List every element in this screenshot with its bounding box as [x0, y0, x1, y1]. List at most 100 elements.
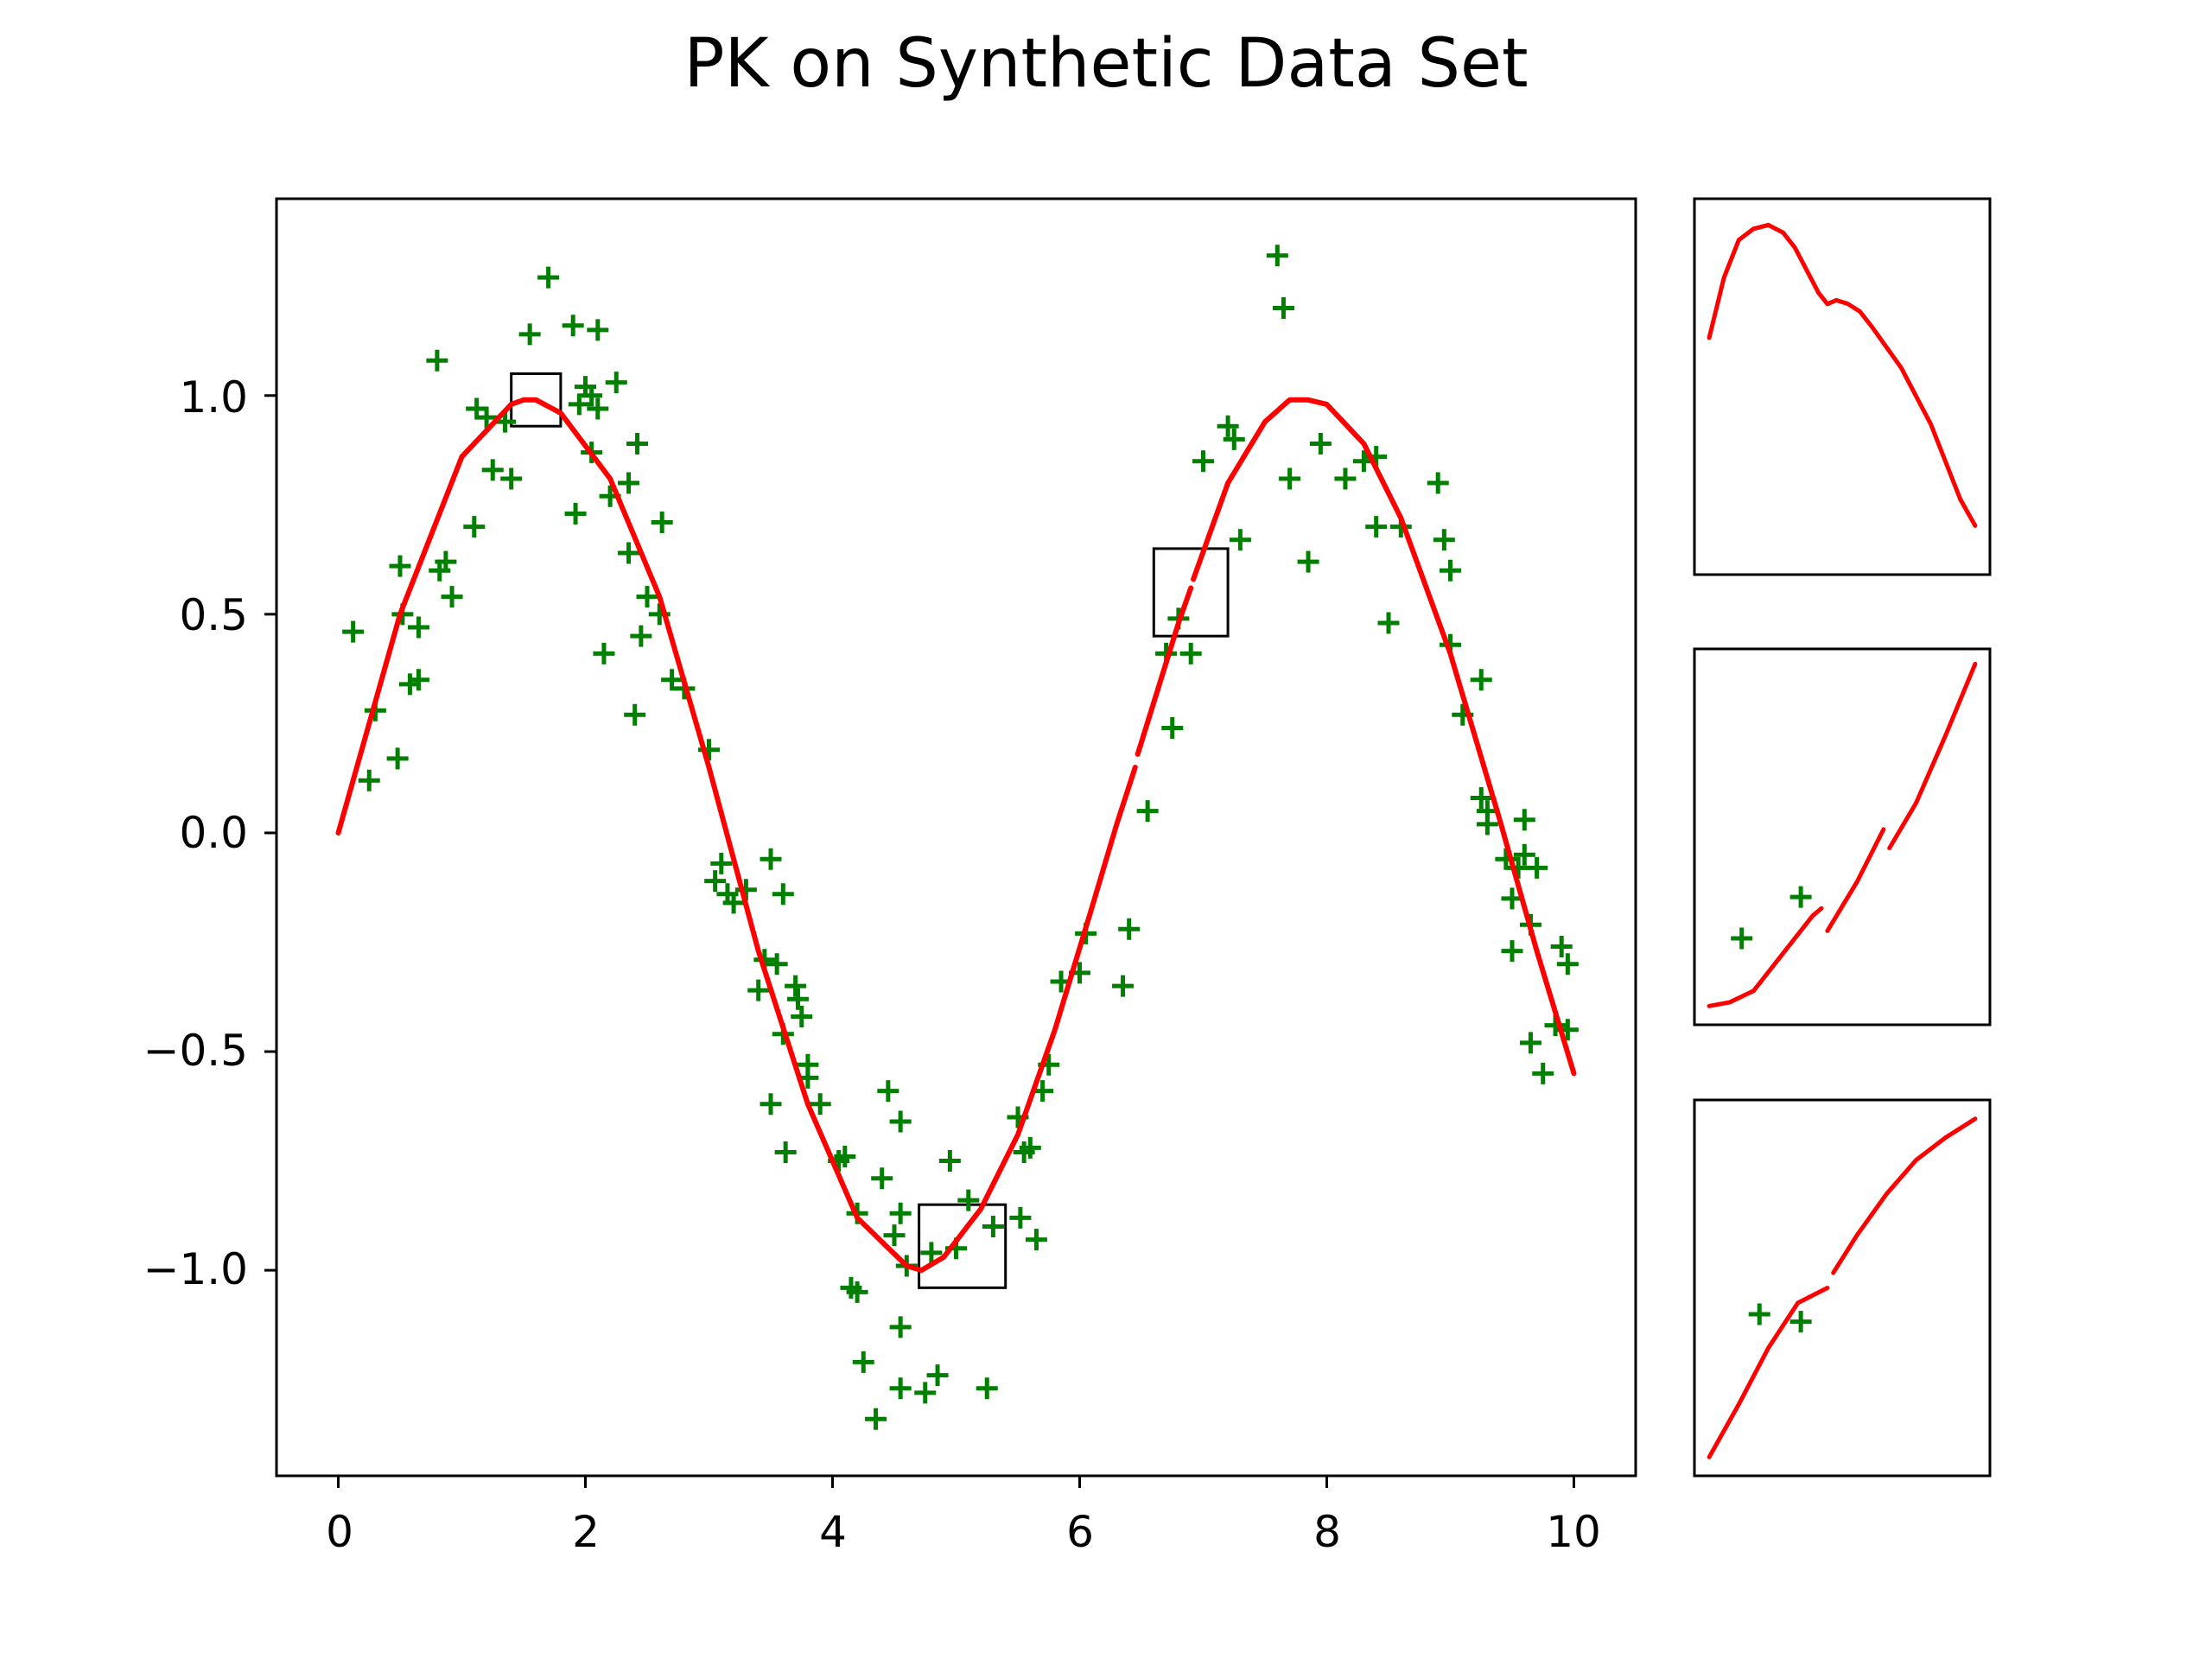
data-point-marker	[466, 397, 488, 420]
data-point-marker	[920, 1242, 943, 1264]
data-point-marker	[1789, 886, 1812, 908]
data-point-marker	[1470, 786, 1492, 809]
data-point-marker	[1279, 467, 1301, 490]
fit-curve-segment	[1707, 222, 1978, 528]
x-tick-label: 2	[572, 1507, 600, 1557]
x-tick-label: 0	[326, 1507, 353, 1557]
data-point-marker	[1377, 612, 1400, 634]
inset-2-curve	[1707, 661, 1978, 1008]
main-highlight-boxes	[510, 372, 1230, 1289]
data-point-marker	[914, 1382, 937, 1404]
y-tick-label: 0.5	[179, 590, 248, 640]
data-point-marker	[605, 372, 627, 394]
highlight-box	[510, 372, 563, 428]
data-point-marker	[760, 848, 782, 870]
y-tick-label: 1.0	[179, 372, 248, 423]
data-point-marker	[865, 1408, 887, 1430]
data-point-marker	[889, 1202, 912, 1224]
data-point-marker	[1501, 887, 1523, 910]
data-point-marker	[626, 432, 649, 454]
inset-3-frame	[1693, 1098, 1992, 1478]
fit-curve-segment	[1707, 906, 1824, 1008]
main-fit-curve	[335, 397, 1577, 1274]
data-point-marker	[1352, 450, 1375, 473]
data-point-marker	[1272, 297, 1294, 320]
data-point-marker	[475, 406, 498, 429]
data-point-marker	[938, 1150, 961, 1173]
data-point-marker	[1513, 809, 1535, 831]
data-point-marker	[618, 472, 640, 494]
data-point-marker	[766, 953, 788, 976]
data-point-marker	[1136, 800, 1159, 823]
data-point-marker	[441, 586, 463, 608]
data-point-marker	[1526, 856, 1548, 879]
data-point-marker	[1427, 472, 1449, 494]
data-point-marker	[791, 1006, 813, 1028]
data-point-marker	[1229, 529, 1251, 551]
data-point-marker	[1223, 428, 1245, 450]
data-point-marker	[877, 1080, 899, 1103]
data-point-marker	[389, 555, 411, 577]
inset-1-frame	[1693, 197, 1992, 576]
data-point-marker	[772, 883, 794, 906]
data-point-marker	[581, 385, 603, 407]
data-point-marker	[630, 625, 652, 647]
data-point-marker	[889, 1110, 912, 1133]
data-point-marker	[587, 319, 609, 341]
data-point-marker	[463, 516, 486, 538]
data-point-marker	[1748, 1303, 1770, 1325]
data-point-marker	[982, 1215, 1004, 1237]
data-point-marker	[342, 620, 365, 643]
data-point-marker	[636, 586, 658, 608]
data-point-marker	[1433, 529, 1455, 551]
data-point-marker	[710, 852, 733, 874]
data-point-marker	[785, 975, 807, 997]
data-point-marker	[926, 1364, 949, 1387]
highlight-box	[918, 1203, 1007, 1289]
y-axis-tick-labels: −1.0 −0.5 0.0 0.5 1.0	[143, 372, 248, 1294]
fit-curve-segment	[1887, 661, 1978, 850]
data-point-marker	[1476, 813, 1498, 836]
data-point-marker	[587, 397, 609, 420]
data-point-marker	[760, 1093, 782, 1116]
main-plot: 0 2 4 6 8 10 −1.0 −0.5 0.0 0.5 1.0	[143, 197, 1637, 1557]
data-point-marker	[1297, 550, 1319, 573]
data-point-marker	[593, 642, 615, 664]
data-point-marker	[722, 892, 745, 914]
x-axis-tick-labels: 0 2 4 6 8 10	[326, 1507, 1601, 1557]
data-point-marker	[747, 979, 770, 1001]
data-point-marker	[426, 349, 448, 372]
fit-curve-segment	[1707, 1286, 1830, 1459]
data-point-marker	[618, 542, 640, 564]
inset-plot-3	[1693, 1098, 1992, 1478]
fit-curve-segment	[335, 397, 1138, 1274]
inset-3-curve	[1707, 1116, 1978, 1459]
inset-plot-1	[1693, 197, 1992, 576]
data-point-marker	[481, 459, 504, 481]
data-point-marker	[1118, 918, 1141, 940]
data-point-marker	[1532, 1062, 1554, 1084]
data-point-marker	[889, 1377, 912, 1400]
data-point-marker	[1440, 559, 1461, 582]
data-point-marker	[358, 769, 380, 791]
fit-curve-segment	[1135, 585, 1194, 757]
data-point-marker	[651, 512, 673, 534]
data-point-marker	[537, 266, 560, 289]
data-point-marker	[500, 467, 523, 490]
data-point-marker	[407, 669, 429, 691]
data-point-marker	[1470, 669, 1492, 691]
x-tick-label: 4	[819, 1507, 847, 1557]
data-point-marker	[1501, 940, 1523, 963]
data-point-marker	[883, 1224, 906, 1247]
data-point-marker	[1365, 516, 1388, 538]
data-point-marker	[1179, 642, 1202, 664]
data-point-marker	[786, 988, 809, 1010]
data-point-marker	[871, 1167, 893, 1190]
data-point-marker	[1550, 936, 1573, 958]
data-point-marker	[834, 1146, 856, 1167]
highlight-box	[1152, 547, 1230, 638]
data-point-marker	[976, 1377, 998, 1400]
data-point-marker	[518, 323, 541, 346]
inset-3-points	[1748, 1303, 1812, 1333]
